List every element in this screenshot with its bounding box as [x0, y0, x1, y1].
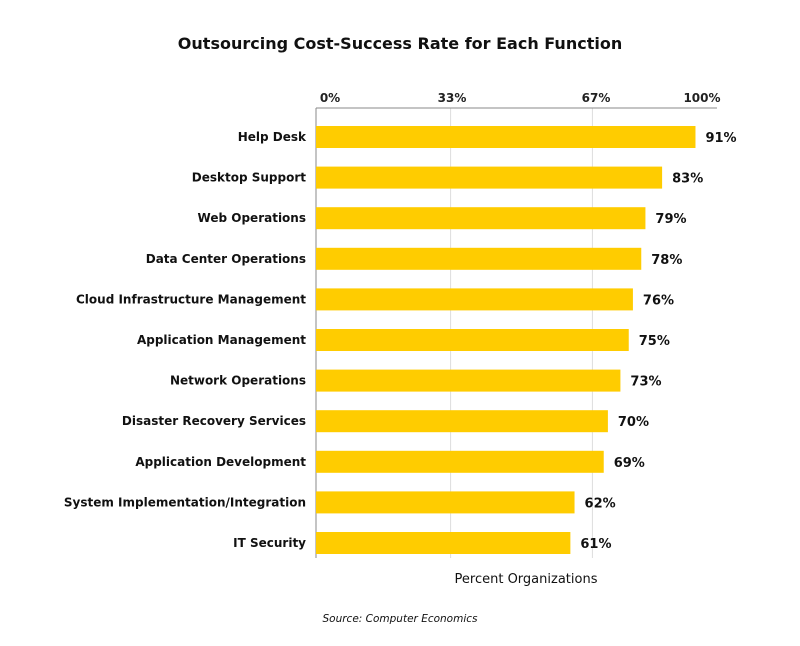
category-label: Cloud Infrastructure Management [76, 292, 306, 306]
bar [316, 410, 608, 433]
value-label: 83% [672, 172, 703, 187]
source-note: Source: Computer Economics [322, 613, 478, 625]
value-label: 73% [630, 375, 661, 390]
category-label: Network Operations [170, 374, 306, 388]
bar [316, 126, 696, 148]
category-label: System Implementation/Integration [64, 495, 306, 509]
bar [316, 288, 633, 311]
x-tick-label: 100% [683, 91, 720, 105]
category-label: Disaster Recovery Services [122, 414, 306, 428]
category-label: Help Desk [238, 130, 307, 144]
x-tick-label: 67% [582, 91, 611, 105]
category-label: Web Operations [198, 211, 306, 225]
value-label: 78% [651, 253, 682, 268]
value-label: 69% [614, 456, 645, 471]
value-label: 75% [639, 334, 670, 349]
bar [316, 329, 629, 351]
value-label: 62% [585, 496, 616, 511]
category-label: IT Security [233, 536, 306, 550]
bar [316, 166, 663, 189]
category-label: Application Management [137, 333, 306, 347]
category-label: Application Development [135, 455, 306, 469]
value-label: 79% [655, 212, 686, 227]
bar [316, 207, 646, 230]
value-label: 70% [618, 415, 649, 430]
bar [316, 369, 621, 392]
value-label: 76% [643, 293, 674, 308]
x-tick-label: 0% [320, 91, 340, 105]
x-axis-label: Percent Organizations [454, 572, 598, 587]
bar [316, 450, 604, 473]
x-tick-label: 33% [438, 91, 467, 105]
value-label: 91% [705, 131, 736, 146]
value-label: 61% [580, 537, 611, 552]
bar [316, 532, 571, 554]
chart-title: Outsourcing Cost-Success Rate for Each F… [177, 34, 623, 53]
category-label: Data Center Operations [146, 252, 306, 266]
category-label: Desktop Support [192, 171, 306, 185]
bar [316, 247, 642, 270]
bar [316, 491, 575, 514]
